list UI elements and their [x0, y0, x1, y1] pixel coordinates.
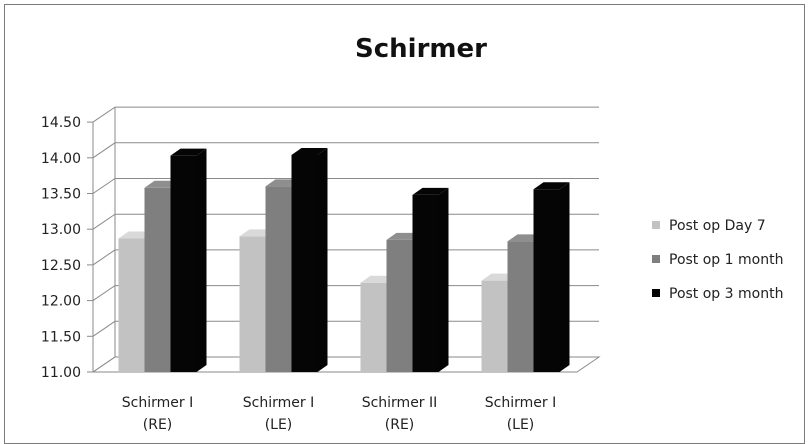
legend-swatch	[652, 255, 660, 263]
schirmer-chart: 11.00 11.50 12.00 12.50 13.00 13.50 14.00 14.50…	[41, 34, 784, 433]
bar	[533, 182, 570, 372]
y-tick-label: 13.50	[41, 187, 81, 203]
x-category-label: Schirmer I (LE)	[243, 395, 314, 433]
legend-swatch	[652, 289, 660, 297]
chart-frame: 11.00 11.50 12.00 12.50 13.00 13.50 14.00 14.50…	[4, 4, 805, 444]
legend-item: Post op 1 month	[652, 252, 783, 268]
y-tick-label: 13.00	[41, 222, 81, 238]
x-axis-labels: Schirmer I (RE) Schirmer I (LE) Schirmer II(…	[122, 395, 556, 433]
legend-item: Post op 3 month	[652, 286, 783, 302]
bars	[118, 147, 570, 372]
gridline	[92, 178, 599, 194]
x-category-label: Schirmer II (RE)	[362, 395, 438, 433]
bar	[412, 187, 449, 372]
y-tick-label: 14.50	[41, 115, 81, 131]
x-category-label: Schirmer I (LE)	[485, 395, 556, 433]
legend-item: Post op Day 7	[652, 218, 766, 234]
y-tick-label: 11.50	[41, 329, 81, 345]
legend-label: Post op 3 month	[669, 286, 783, 302]
y-tick-label: 11.00	[41, 365, 81, 381]
bar	[291, 147, 328, 372]
y-tick-label: 12.00	[41, 294, 81, 310]
x-category-label: Schirmer I (RE)	[122, 395, 193, 433]
y-tick-label: 14.00	[41, 151, 81, 167]
y-axis-ticks: 11.00 11.50 12.00 12.50 13.00 13.50 14.00 14.50	[41, 115, 81, 381]
bar	[170, 148, 207, 372]
legend-swatch	[652, 221, 660, 229]
legend-label: Post op Day 7	[669, 218, 766, 234]
gridline	[92, 142, 599, 159]
chart-title: Schirmer	[355, 34, 487, 64]
legend-label: Post op 1 month	[669, 252, 783, 268]
gridline	[92, 106, 599, 123]
y-tick-label: 12.50	[41, 258, 81, 274]
legend: Post op Day 7 Post op 1 month Post op 3 mo…	[652, 218, 783, 302]
